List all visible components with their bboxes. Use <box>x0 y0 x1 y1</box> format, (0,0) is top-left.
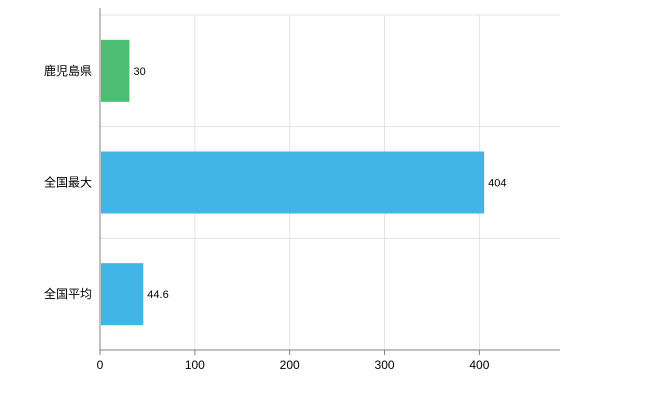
x-tick-label: 200 <box>280 358 300 372</box>
category-label: 全国最大 <box>44 175 92 190</box>
value-label: 44.6 <box>147 289 168 301</box>
value-label: 404 <box>488 178 506 190</box>
bar-2 <box>101 263 144 326</box>
x-tick-label: 400 <box>469 358 489 372</box>
x-tick-label: 300 <box>375 358 395 372</box>
value-label: 30 <box>133 66 145 78</box>
category-label: 鹿児島県 <box>44 63 92 78</box>
x-tick-label: 0 <box>97 358 104 372</box>
category-label: 全国平均 <box>44 286 92 301</box>
bar-1 <box>101 151 485 214</box>
x-tick-label: 100 <box>185 358 205 372</box>
bar-0 <box>101 39 130 102</box>
